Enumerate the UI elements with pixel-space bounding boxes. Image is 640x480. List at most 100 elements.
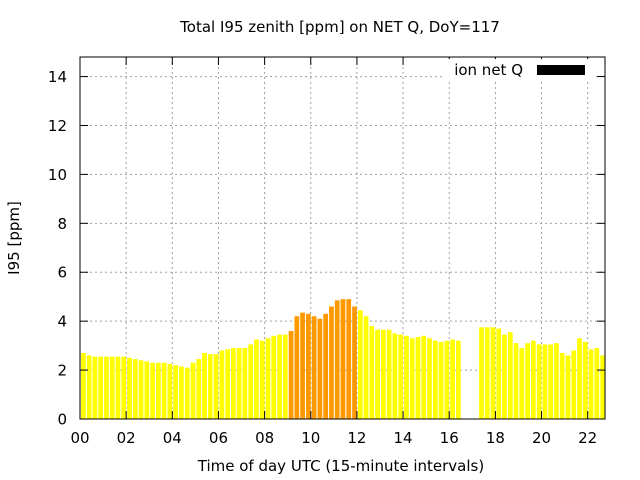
bar xyxy=(150,362,155,419)
bar xyxy=(381,329,386,419)
x-tick-label: 00 xyxy=(70,429,89,447)
bar xyxy=(323,313,329,419)
bar xyxy=(173,365,179,419)
bar xyxy=(536,344,542,419)
bar xyxy=(582,341,588,419)
bar xyxy=(594,348,600,419)
bar xyxy=(277,334,282,419)
bar xyxy=(311,316,317,419)
bar xyxy=(479,327,484,419)
bar xyxy=(282,334,288,419)
x-tick-label: 22 xyxy=(578,429,597,447)
bar xyxy=(259,340,265,419)
y-axis-label: I95 [ppm] xyxy=(5,201,23,275)
bar xyxy=(81,352,86,419)
bar xyxy=(334,300,340,419)
x-tick-label: 12 xyxy=(347,429,366,447)
bar xyxy=(138,360,144,419)
bar xyxy=(404,335,409,419)
x-tick-label: 18 xyxy=(486,429,505,447)
legend-swatch xyxy=(537,65,585,75)
bar xyxy=(386,329,392,419)
bar xyxy=(421,335,427,419)
bar xyxy=(346,299,352,419)
bar xyxy=(352,306,357,419)
bar xyxy=(294,316,300,419)
bar xyxy=(156,362,161,419)
bar xyxy=(398,334,404,419)
bar xyxy=(219,350,225,419)
bar xyxy=(202,352,207,419)
y-tick-label: 0 xyxy=(57,411,67,429)
x-tick-label: 06 xyxy=(209,429,228,447)
bar xyxy=(357,310,363,419)
bar xyxy=(196,359,202,419)
bar xyxy=(525,343,530,419)
bar xyxy=(600,355,605,419)
bar xyxy=(115,356,121,419)
bar xyxy=(571,350,577,419)
bar xyxy=(167,363,173,419)
bar xyxy=(231,348,236,419)
y-tick-label: 12 xyxy=(48,117,67,135)
bar xyxy=(490,327,496,419)
bar xyxy=(236,348,242,419)
x-tick-label: 04 xyxy=(163,429,182,447)
bar xyxy=(369,326,375,419)
bar xyxy=(225,349,230,419)
bar xyxy=(207,354,213,419)
bar xyxy=(507,332,513,419)
bar xyxy=(496,328,502,419)
bar xyxy=(427,338,432,419)
bar xyxy=(542,344,548,419)
plot-frame xyxy=(79,56,606,420)
bar xyxy=(565,355,571,419)
bar xyxy=(271,335,277,419)
x-tick-label: 08 xyxy=(255,429,274,447)
grid-lines xyxy=(80,57,605,419)
bar xyxy=(502,334,507,419)
bar xyxy=(438,341,444,419)
y-tick-label: 6 xyxy=(57,264,67,282)
bar xyxy=(432,340,438,419)
bars xyxy=(81,299,605,419)
bar xyxy=(213,354,219,419)
bar xyxy=(340,299,346,419)
bar xyxy=(531,340,536,419)
x-tick-label: 10 xyxy=(301,429,320,447)
bar xyxy=(392,333,398,419)
bar xyxy=(409,338,415,419)
bar xyxy=(248,344,254,419)
bar xyxy=(577,338,582,419)
bar xyxy=(132,359,138,419)
bar xyxy=(86,355,92,419)
bar xyxy=(519,348,525,419)
bar xyxy=(161,362,167,419)
y-tick-label: 8 xyxy=(57,215,67,233)
bar xyxy=(456,340,461,419)
bar xyxy=(179,366,184,419)
bar xyxy=(254,339,259,419)
bar xyxy=(329,306,334,419)
bar xyxy=(184,367,190,419)
bar xyxy=(415,337,421,419)
legend-label: ion net Q xyxy=(454,61,523,79)
bar xyxy=(554,343,559,419)
bar xyxy=(109,356,115,419)
y-tick-label: 10 xyxy=(48,166,67,184)
bar xyxy=(190,362,196,419)
bar xyxy=(127,357,132,419)
bar xyxy=(484,327,490,419)
bar xyxy=(450,339,455,419)
y-tick-label: 2 xyxy=(57,362,67,380)
x-tick-label: 14 xyxy=(394,429,413,447)
y-tick-label: 4 xyxy=(57,313,67,331)
bar xyxy=(92,356,98,419)
legend: ion net Q xyxy=(444,59,596,81)
bar xyxy=(363,316,369,419)
bar xyxy=(104,356,109,419)
bar xyxy=(242,348,248,419)
bar xyxy=(375,329,380,419)
bar xyxy=(265,338,271,419)
